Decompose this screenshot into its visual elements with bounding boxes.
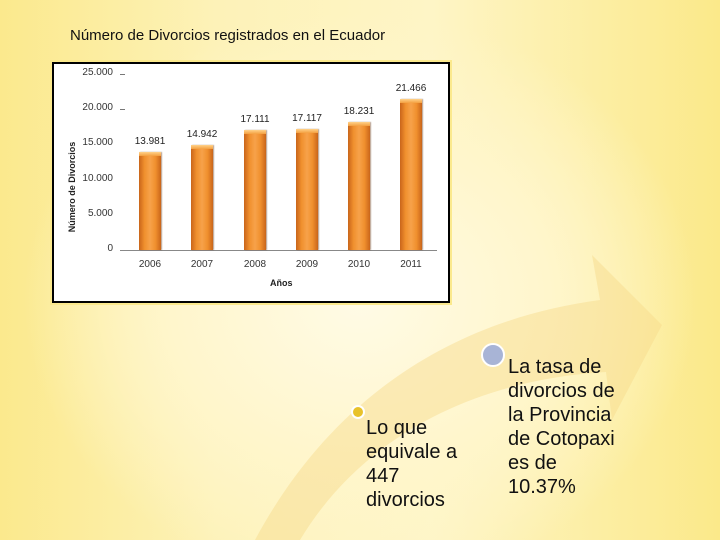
x-axis-line (120, 250, 437, 251)
y-tick-mark (120, 74, 125, 75)
bar-value-label: 17.117 (292, 113, 322, 125)
bullet-line: la Provincia (508, 404, 612, 426)
bar-value-label: 21.466 (395, 82, 427, 94)
bullet-dot-blue-icon (481, 343, 505, 367)
bar-value-label: 14.942 (186, 128, 218, 140)
bar-value-label: 18.231 (343, 105, 375, 117)
y-tick-label: 25.000 (82, 67, 113, 78)
y-tick-label: 0 (107, 243, 113, 254)
bullet-equivalent-divorces: Lo que equivale a 447 divorcios (366, 416, 457, 512)
bar-value-label: 17.111 (240, 113, 270, 125)
x-tick-label: 2010 (347, 259, 371, 270)
y-tick-label: 20.000 (82, 102, 113, 114)
x-tick-label: 2008 (243, 259, 267, 270)
bullet-line: Lo que (366, 417, 428, 439)
bullet-line: divorcios de (508, 380, 615, 402)
bullet-line: es de (508, 452, 557, 474)
bullet-line: equivale a (366, 441, 458, 463)
x-tick-label: 2006 (138, 259, 162, 270)
bar-2008 (244, 129, 266, 250)
y-tick-label: 5.000 (87, 207, 113, 219)
x-tick-label: 2011 (400, 259, 422, 270)
y-axis-label: Número de Divorcios (67, 141, 77, 233)
bar-2006 (139, 151, 161, 250)
x-tick-label: 2007 (190, 259, 214, 270)
y-tick-mark (120, 109, 125, 111)
bar-2009 (296, 129, 318, 250)
bar-chart: 0 5.000 10.000 15.000 20.000 25.000 13.981 2006… (52, 62, 450, 303)
bar-value-label: 13.981 (134, 135, 166, 147)
x-axis-label: Años (270, 278, 293, 288)
bullet-divorce-rate-cotopaxi: La tasa de divorcios de la Provincia de Cot… (508, 355, 615, 499)
bullet-dot-yellow-icon (351, 405, 365, 419)
bar-2011 (400, 98, 422, 250)
y-tick-label: 10.000 (82, 172, 113, 184)
bar-2010 (348, 121, 370, 250)
bullet-line: divorcios (366, 489, 445, 511)
y-tick-label: 15.000 (82, 137, 113, 149)
x-tick-label: 2009 (295, 259, 319, 270)
bullet-line: 447 (366, 465, 400, 487)
bullet-line: La tasa de (508, 356, 602, 378)
bullet-line: de Cotopaxi (508, 428, 615, 450)
bar-2007 (191, 144, 213, 250)
bullet-line: 10.37% (508, 476, 576, 498)
plot-area: 0 5.000 10.000 15.000 20.000 25.000 13.981 2006… (54, 64, 448, 301)
slide-title: Número de Divorcios registrados en el Ec… (70, 27, 386, 44)
